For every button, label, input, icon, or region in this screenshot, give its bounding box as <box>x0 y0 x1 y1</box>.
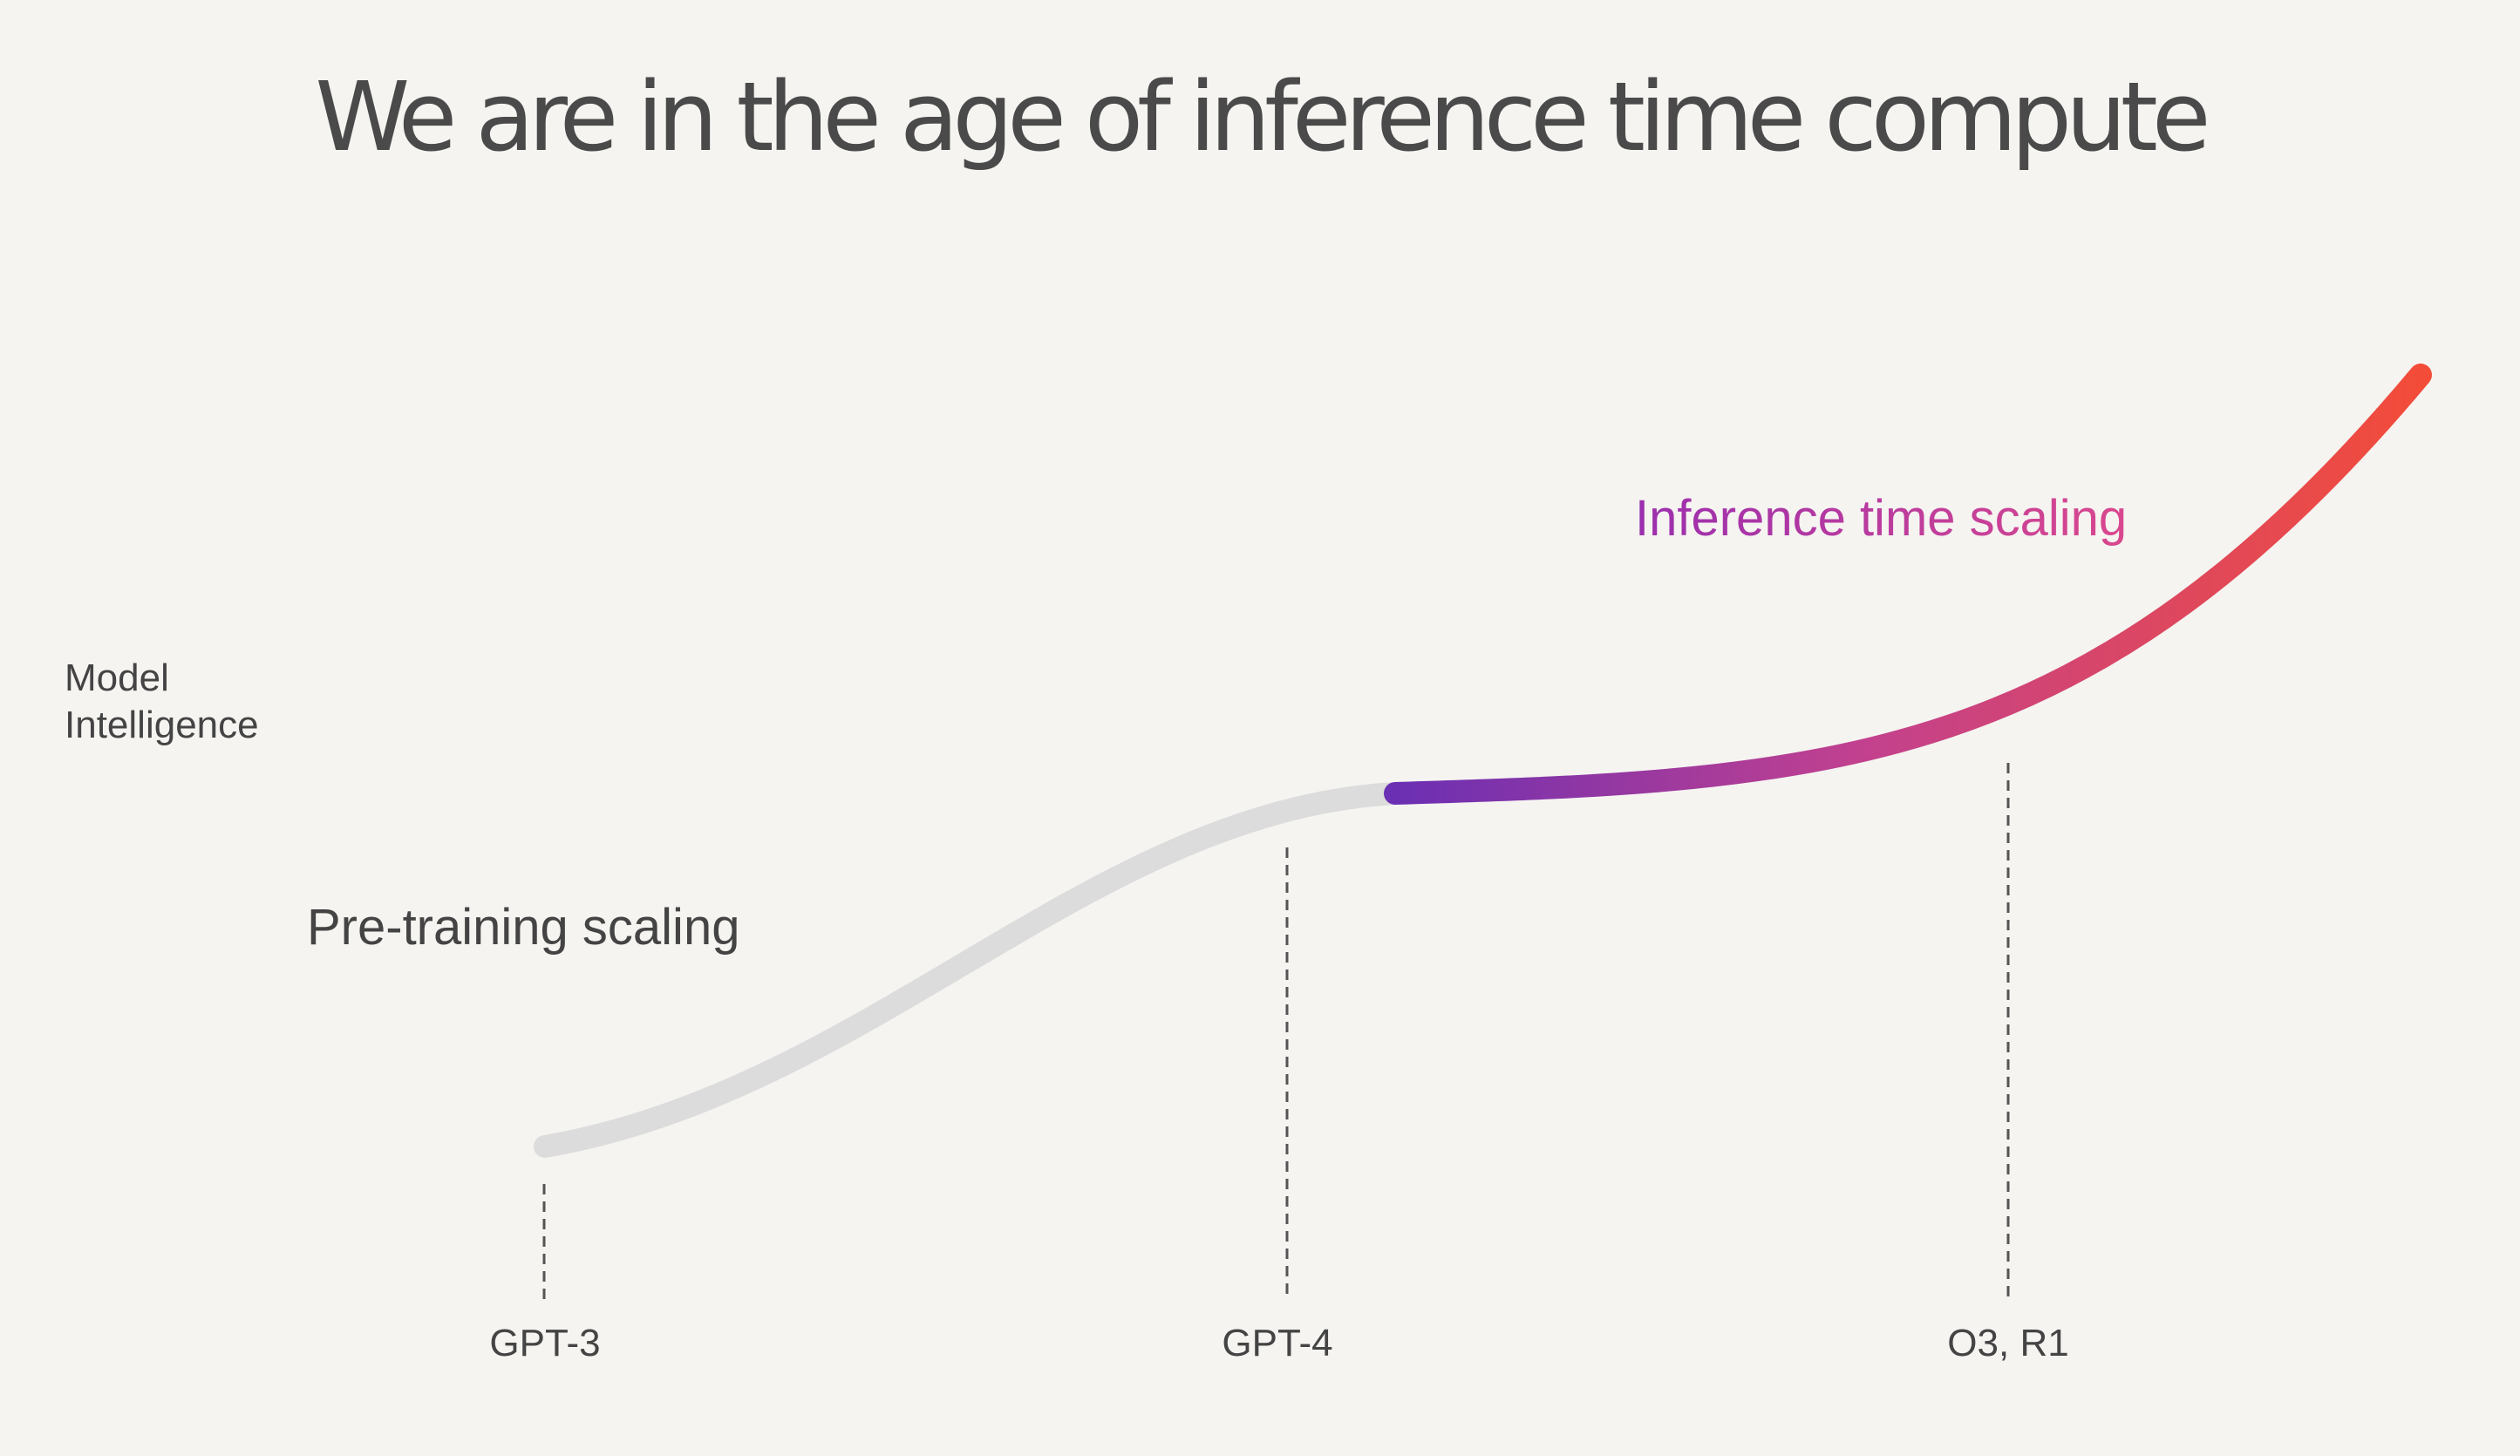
inference-scaling-label: Inference time scaling <box>1635 490 2127 547</box>
inference-curve <box>1384 364 2432 805</box>
y-axis-label-line2: Intelligence <box>65 704 259 746</box>
pretraining-curve <box>534 782 1406 1158</box>
page-title: We are in the age of inference time comp… <box>315 61 2210 173</box>
milestone-label-gpt3: GPT-3 <box>489 1322 600 1364</box>
y-axis-label: Model Intelligence <box>65 657 259 746</box>
milestone-label-o3-r1: O3, R1 <box>1947 1322 2068 1364</box>
pretraining-scaling-label: Pre-training scaling <box>307 899 739 956</box>
y-axis-label-line1: Model <box>65 657 169 699</box>
milestone-label-gpt4: GPT-4 <box>1222 1322 1332 1364</box>
